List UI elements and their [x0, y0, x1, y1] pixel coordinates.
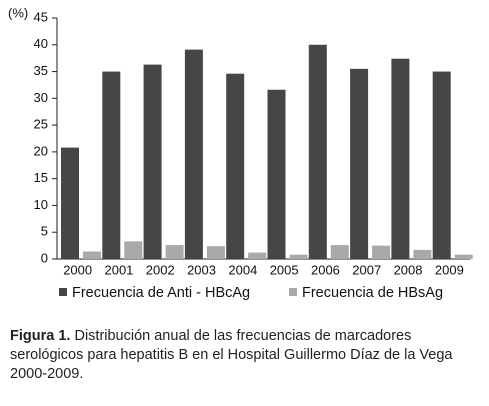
y-tick-label: 35 — [34, 63, 48, 78]
bar — [124, 241, 143, 259]
x-tick-label: 2005 — [270, 262, 299, 277]
bar — [308, 44, 327, 260]
x-tick-label: 2004 — [228, 262, 257, 277]
bar — [289, 254, 308, 259]
bar — [413, 249, 432, 259]
y-tick-label: 20 — [34, 143, 48, 158]
caption-text: Distribución anual de las frecuencias de… — [10, 328, 453, 382]
bar — [391, 58, 410, 259]
x-tick-label: 2009 — [435, 262, 464, 277]
bar — [267, 89, 286, 260]
x-tick-label: 2006 — [311, 262, 340, 277]
caption: Figura 1. Distribución anual de las frec… — [10, 327, 485, 384]
bar — [143, 64, 162, 260]
caption-label: Figura 1. — [10, 328, 71, 344]
bar — [61, 147, 79, 259]
chart: (%) 0 5 10 15 20 25 30 35 40 45 2000 2001 2002 2003 20… — [8, 5, 473, 301]
legend-swatch — [59, 288, 67, 296]
bar — [226, 73, 245, 259]
y-tick-label: 10 — [34, 197, 48, 212]
y-tick-label: 15 — [34, 170, 48, 185]
y-tick-label: 0 — [41, 250, 48, 265]
bar — [350, 68, 369, 259]
legend-label: Frecuencia de Anti - HBcAg — [72, 285, 250, 301]
bar — [184, 49, 203, 259]
bar — [432, 71, 451, 259]
bar — [83, 251, 101, 259]
x-tick-label: 2001 — [104, 262, 133, 277]
y-tick-label: 25 — [34, 117, 48, 132]
y-tick-label: 45 — [34, 9, 48, 24]
y-tick-label: 5 — [41, 224, 48, 239]
bar — [454, 254, 473, 259]
x-tick-label: 2003 — [187, 262, 216, 277]
bar — [248, 252, 267, 259]
x-tick-label: 2002 — [146, 262, 175, 277]
bar — [330, 245, 349, 259]
x-tick-label: 2007 — [352, 262, 381, 277]
bar — [372, 245, 391, 259]
y-axis-label: (%) — [8, 5, 28, 20]
y-tick-label: 40 — [34, 36, 48, 51]
bar — [206, 246, 225, 259]
legend-swatch — [289, 288, 297, 296]
legend-label: Frecuencia de HBsAg — [302, 285, 443, 301]
y-tick-label: 30 — [34, 90, 48, 105]
bar — [165, 245, 184, 259]
x-tick-label: 2000 — [63, 262, 92, 277]
x-tick-label: 2008 — [394, 262, 423, 277]
bar — [102, 71, 121, 259]
